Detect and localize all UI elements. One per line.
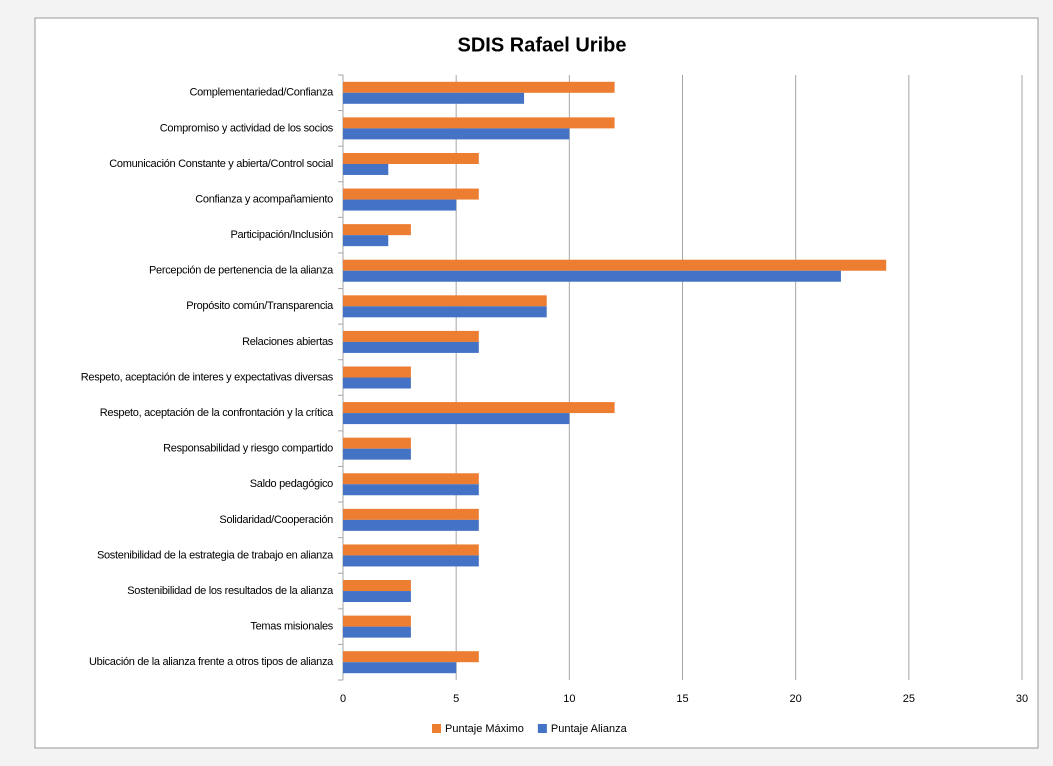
x-tick-label: 25 [903,693,915,705]
bar [343,366,411,378]
bar [343,555,479,567]
bar [343,662,457,674]
y-tick-label: Relaciones abiertas [242,336,334,348]
bar [343,188,479,200]
bar [343,473,479,485]
bar [343,580,411,592]
y-tick-label: Complementariedad/Confianza [189,87,334,99]
y-tick-label: Propósito común/Transparencia [186,300,334,312]
bar [343,306,547,318]
y-tick-label: Solidaridad/Cooperación [219,514,333,526]
chart-title: SDIS Rafael Uribe [458,34,627,56]
y-tick-label: Respeto, aceptación de la confrontación … [100,407,334,419]
bar [343,615,411,627]
y-tick-label: Saldo pedagógico [250,478,333,490]
bar [343,448,411,460]
bar [343,117,615,129]
y-tick-label: Sostenibilidad de la estrategia de traba… [97,549,334,561]
bar [343,295,547,307]
bar [343,544,479,556]
bar [343,235,389,247]
x-tick-label: 10 [563,693,575,705]
bar [343,651,479,663]
bar [343,224,411,236]
bar [343,163,389,175]
bar [343,437,411,449]
legend-label: Puntaje Máximo [445,723,524,735]
legend-swatch [537,724,547,733]
y-tick-label: Confianza y acompañamiento [195,193,333,205]
bar [343,508,479,520]
y-tick-label: Comunicación Constante y abierta/Control… [109,158,333,170]
bar [343,152,479,164]
bar [343,81,615,93]
bar [343,330,479,342]
y-tick-label: Participación/Inclusión [230,229,333,241]
y-tick-label: Sostenibilidad de los resultados de la a… [127,585,334,597]
y-tick-label: Ubicación de la alianza frente a otros t… [89,656,334,668]
y-tick-label: Respeto, aceptación de interes y expecta… [81,371,334,383]
bar [343,626,411,638]
bar [343,484,479,496]
bar [343,128,570,140]
x-tick-label: 15 [676,693,688,705]
bar [343,591,411,603]
legend-label: Puntaje Alianza [551,723,628,735]
x-tick-label: 0 [340,693,346,705]
x-tick-label: 30 [1016,693,1028,705]
y-tick-label: Percepción de pertenencia de la alianza [149,265,334,277]
bar [343,199,457,211]
bar [343,92,525,104]
y-tick-label: Compromiso y actividad de los socios [160,122,334,134]
bar [343,377,411,389]
x-tick-label: 20 [790,693,802,705]
y-tick-label: Responsabilidad y riesgo compartido [163,443,333,455]
bar [343,413,570,425]
bar [343,270,841,282]
legend-swatch [432,724,441,733]
y-tick-label: Temas misionales [250,621,333,633]
bar [343,341,479,353]
bar [343,402,615,414]
bar [343,259,887,271]
bar [343,519,479,531]
chart-frame [34,17,1039,749]
x-tick-label: 5 [453,693,459,705]
